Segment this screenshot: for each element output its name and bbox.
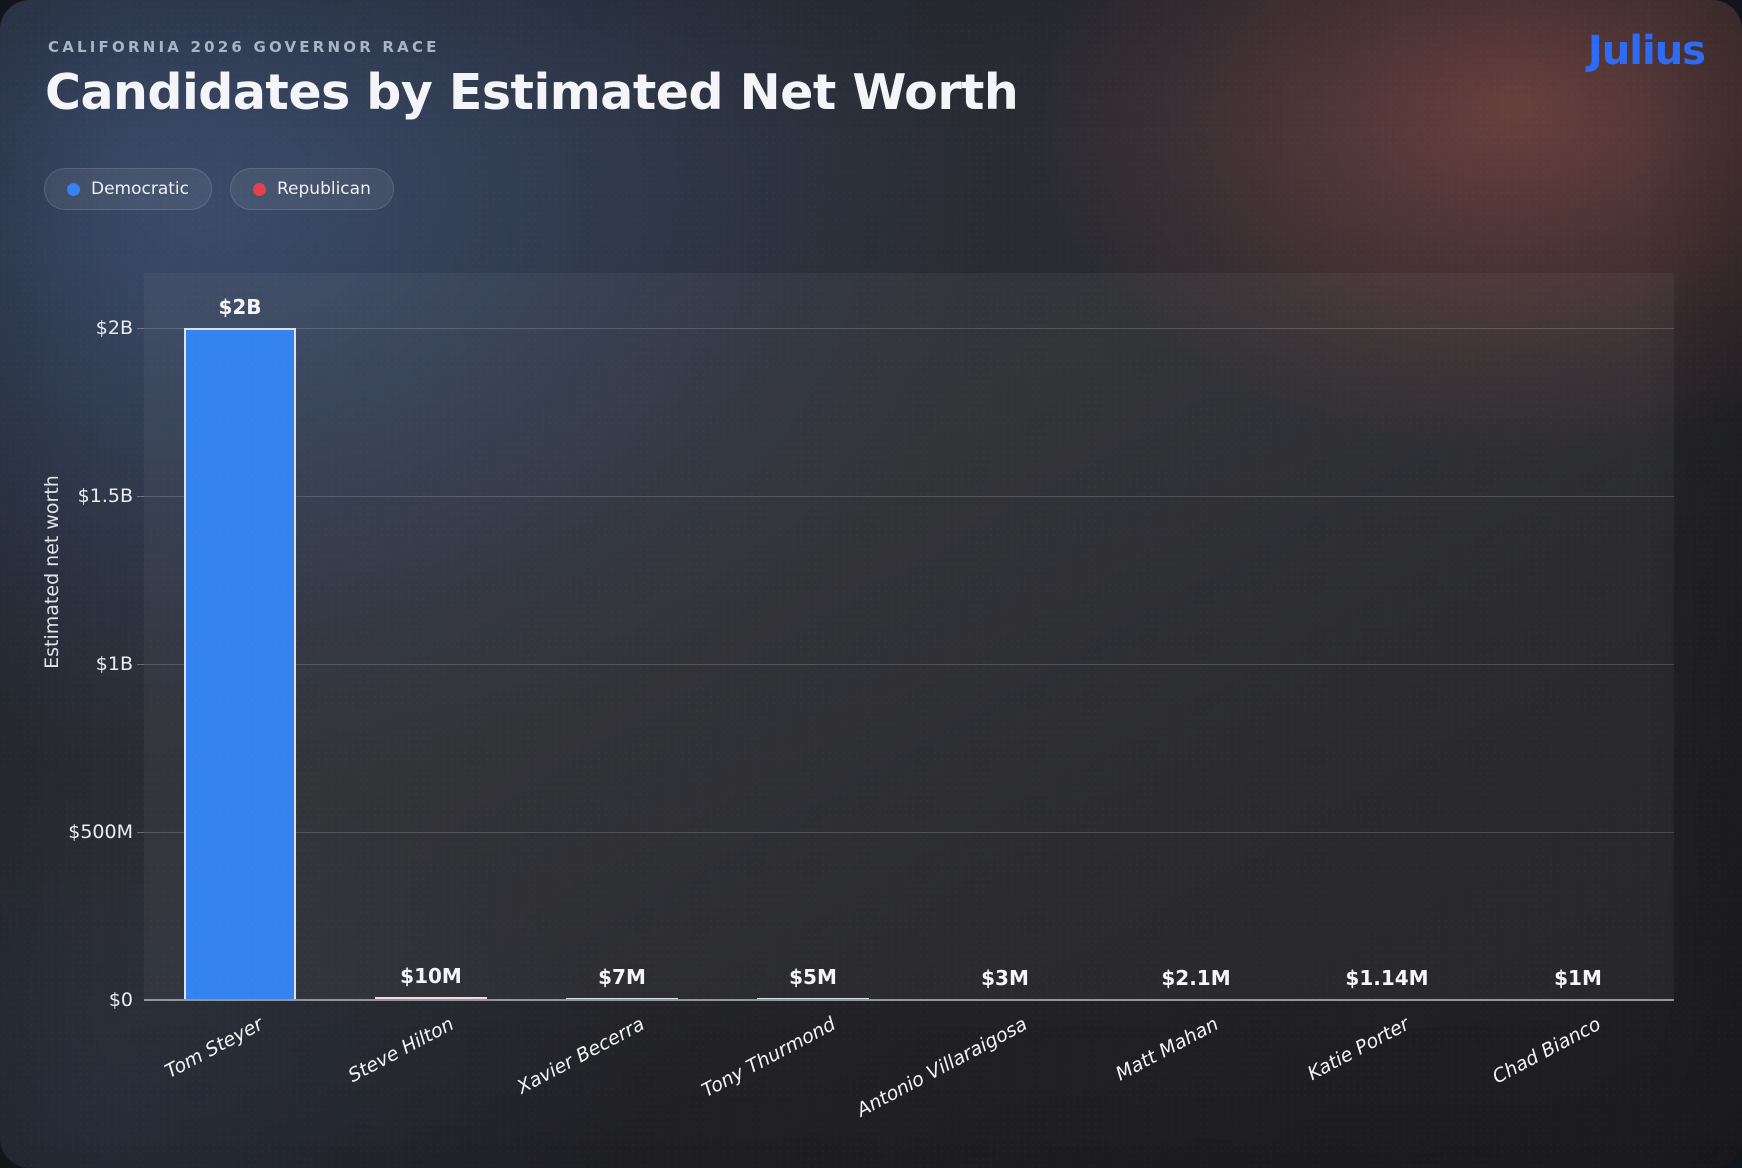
bar-tom-steyer[interactable]	[184, 328, 296, 1000]
gridline--500m	[144, 832, 1674, 833]
chart-eyebrow: CALIFORNIA 2026 GOVERNOR RACE	[48, 38, 440, 56]
bar-value-label-katie-porter: $1.14M	[1345, 966, 1429, 990]
y-tick-mark	[137, 328, 144, 329]
bar-steve-hilton[interactable]	[375, 997, 487, 1000]
bar-value-label-tom-steyer: $2B	[218, 295, 262, 319]
bar-value-label-antonio-villaraigosa: $3M	[981, 966, 1029, 990]
y-tick-mark	[137, 496, 144, 497]
x-tick-label-chad-bianco: Chad Bianco	[1488, 1013, 1605, 1089]
x-tick-label-steve-hilton: Steve Hilton	[344, 1013, 458, 1087]
x-tick-label-matt-mahan: Matt Mahan	[1112, 1013, 1223, 1086]
x-tick-label-xavier-becerra: Xavier Becerra	[513, 1013, 649, 1099]
gridline--1-5b	[144, 496, 1674, 497]
republican-color-dot	[253, 182, 266, 196]
y-tick-label--0: $0	[108, 989, 133, 1011]
y-tick-mark	[137, 832, 144, 833]
y-tick-label--1-5b: $1.5B	[77, 485, 133, 507]
gridline--2b	[144, 328, 1674, 329]
bar-value-label-tony-thurmond: $5M	[789, 965, 837, 989]
bar-value-label-xavier-becerra: $7M	[598, 965, 646, 989]
bar-value-label-chad-bianco: $1M	[1554, 966, 1602, 990]
y-tick-label--2b: $2B	[95, 317, 133, 339]
legend-label-democratic: Democratic	[91, 179, 189, 199]
y-tick-label--1b: $1B	[95, 653, 133, 675]
bar-value-label-steve-hilton: $10M	[400, 964, 462, 988]
y-axis-title: Estimated net worth	[41, 475, 63, 669]
democratic-color-dot	[67, 182, 80, 196]
y-tick-mark	[137, 664, 144, 665]
x-tick-label-katie-porter: Katie Porter	[1304, 1013, 1414, 1085]
x-axis-line	[144, 999, 1674, 1001]
page-title: Candidates by Estimated Net Worth	[45, 64, 1019, 121]
x-tick-label-tom-steyer: Tom Steyer	[161, 1013, 267, 1083]
legend-label-republican: Republican	[277, 179, 371, 199]
plot-area	[144, 273, 1674, 1000]
gridline--1b	[144, 664, 1674, 665]
legend-item-democratic[interactable]: Democratic	[44, 168, 212, 210]
julius-logo[interactable]: Julius	[1587, 28, 1706, 74]
y-tick-label--500m: $500M	[68, 821, 133, 843]
bar-value-label-matt-mahan: $2.1M	[1161, 966, 1231, 990]
x-tick-label-antonio-villaraigosa: Antonio Villaraigosa	[853, 1013, 1032, 1122]
x-tick-label-tony-thurmond: Tony Thurmond	[698, 1013, 840, 1102]
legend-item-republican[interactable]: Republican	[230, 168, 394, 210]
chart-legend: Democratic Republican	[44, 168, 394, 210]
